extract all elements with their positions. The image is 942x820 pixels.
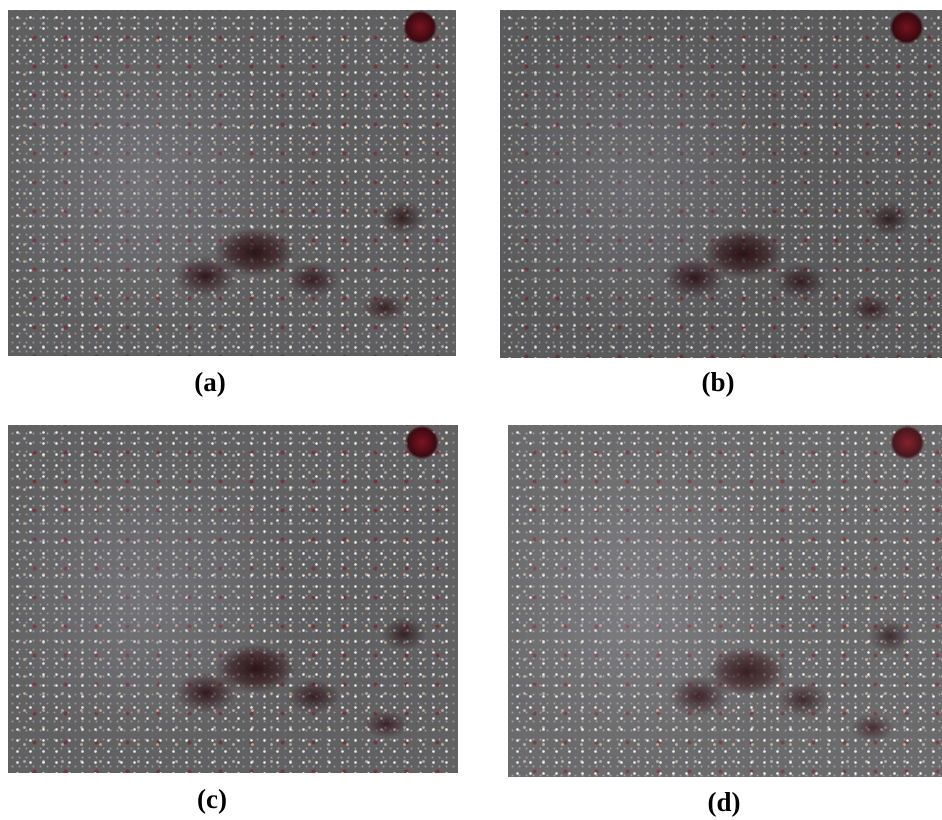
micrograph (8, 425, 458, 773)
panel-label: (b) (701, 367, 735, 397)
panel-label: (a) (194, 367, 226, 397)
panel-label: (d) (707, 787, 741, 817)
micrograph (508, 425, 942, 777)
micrograph (500, 10, 942, 358)
micrograph (8, 10, 456, 356)
panel-label: (c) (197, 784, 227, 814)
